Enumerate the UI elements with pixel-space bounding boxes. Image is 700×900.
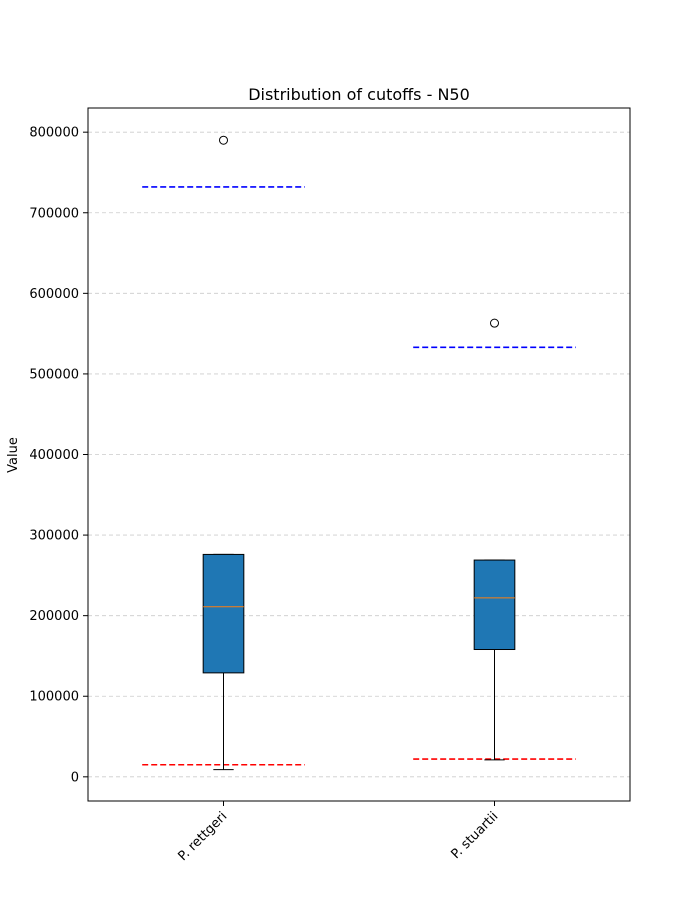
grid-lines [88, 131, 630, 778]
x-tick-label: P. rettgeri [175, 809, 230, 864]
cutoff-lines [142, 186, 576, 766]
plot-frame [87, 107, 631, 802]
y-tick-label: 500000 [29, 367, 79, 382]
y-tick-label: 800000 [29, 126, 79, 141]
outlier-point [219, 135, 228, 145]
y-tick-label: 0 [71, 770, 79, 785]
y-tick-label: 600000 [29, 287, 79, 302]
box [202, 553, 245, 674]
y-tick-label: 400000 [29, 448, 79, 463]
y-axis-label: Value [6, 437, 21, 473]
box [473, 559, 516, 651]
x-tick-label: P. stuartii [448, 809, 501, 862]
outlier-point [490, 318, 499, 328]
box-plots [202, 135, 516, 771]
y-axis: 0 100000 200000 300000 400000 500000 600000 700… [29, 126, 88, 785]
y-tick-label: 200000 [29, 609, 79, 624]
y-tick-label: 700000 [29, 206, 79, 221]
y-tick-label: 300000 [29, 529, 79, 544]
x-axis: P. rettgeri P. stuartii [175, 801, 501, 864]
chart-title: Distribution of cutoffs - N50 [248, 85, 470, 104]
y-tick-label: 100000 [29, 690, 79, 705]
